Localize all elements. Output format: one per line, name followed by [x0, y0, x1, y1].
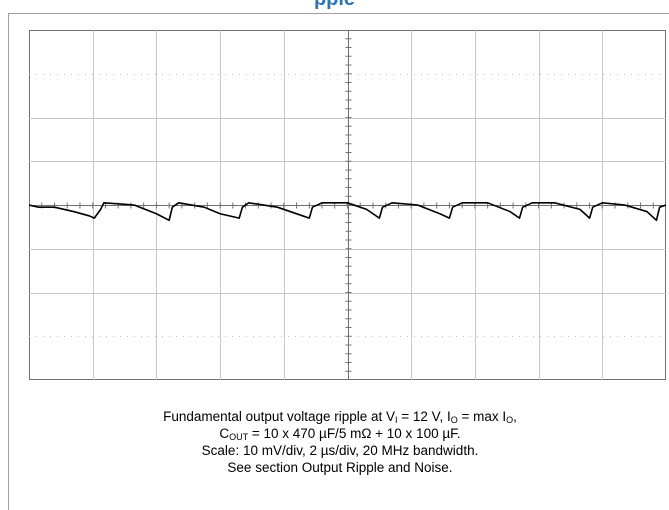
caption-line-1: Fundamental output voltage ripple at VI …: [40, 408, 640, 425]
caption-line-4: See section Output Ripple and Noise.: [227, 460, 453, 475]
caption-text: Fundamental output voltage ripple at V: [163, 409, 396, 424]
caption-line-2: COUT = 10 x 470 µF/5 mΩ + 10 x 100 µF.: [40, 425, 640, 442]
ripple-trace: [29, 202, 666, 222]
caption-subscript: I: [395, 415, 398, 425]
caption-line-3: Scale: 10 mV/div, 2 µs/div, 20 MHz bandw…: [201, 443, 479, 458]
caption-subscript: O: [506, 415, 514, 425]
figure-caption: Fundamental output voltage ripple at VI …: [40, 408, 640, 476]
figure-frame: [8, 13, 669, 510]
caption-text: = max I: [457, 409, 507, 424]
oscilloscope-plot: [29, 30, 666, 380]
trace-layer: [29, 202, 666, 222]
caption-text: C: [219, 426, 230, 441]
caption-text: = 10 x 470 µF/5 mΩ + 10 x 100 µF.: [248, 426, 461, 441]
caption-subscript: OUT: [229, 432, 249, 442]
caption-text: ,: [513, 409, 517, 424]
top-bar: pple: [0, 0, 669, 14]
page-title-fragment: pple: [0, 0, 669, 11]
caption-subscript: O: [450, 415, 458, 425]
caption-text: = 12 V, I: [397, 409, 451, 424]
